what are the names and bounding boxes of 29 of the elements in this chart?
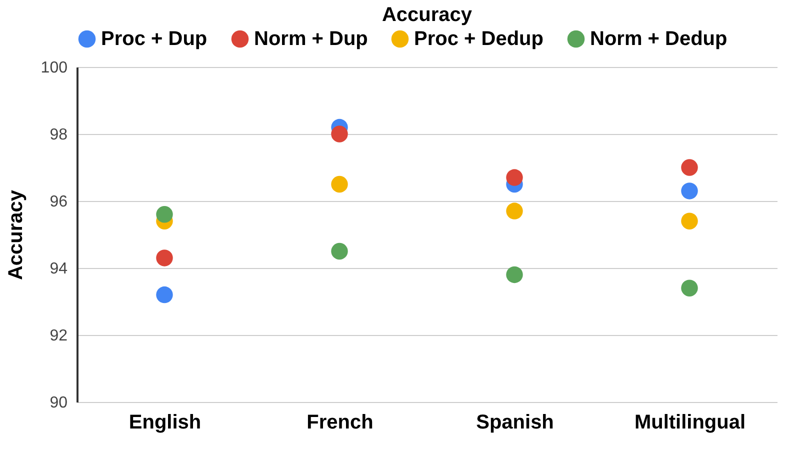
x-tick-label: Multilingual xyxy=(634,412,746,434)
point xyxy=(681,212,698,230)
y-tick-label: 90 xyxy=(50,394,68,412)
point xyxy=(681,159,698,176)
legend-label: Norm + Dup xyxy=(254,28,368,50)
point xyxy=(506,266,523,284)
legend-label: Proc + Dup xyxy=(101,28,208,50)
point xyxy=(506,202,523,220)
point xyxy=(331,176,348,193)
point xyxy=(156,206,173,223)
point xyxy=(156,250,173,266)
point xyxy=(681,280,698,296)
chart-title: Accuracy xyxy=(382,4,473,26)
y-tick-label: 92 xyxy=(50,328,68,344)
x-tick-label: Spanish xyxy=(476,412,554,434)
x-tick-label: French xyxy=(306,412,374,434)
y-tick-label: 94 xyxy=(50,260,68,278)
point xyxy=(331,126,348,142)
y-axis-title: Accuracy xyxy=(4,189,27,280)
point xyxy=(156,286,173,304)
y-tick-label: 100 xyxy=(40,60,68,76)
x-tick-label: English xyxy=(128,412,202,434)
y-tick-label: 96 xyxy=(50,194,68,210)
y-tick-label: 98 xyxy=(50,126,68,144)
point xyxy=(506,169,523,186)
legend-label: Proc + Dedup xyxy=(414,28,544,50)
point xyxy=(681,182,698,200)
legend-label: Norm + Dedup xyxy=(590,28,728,50)
point xyxy=(331,242,348,260)
